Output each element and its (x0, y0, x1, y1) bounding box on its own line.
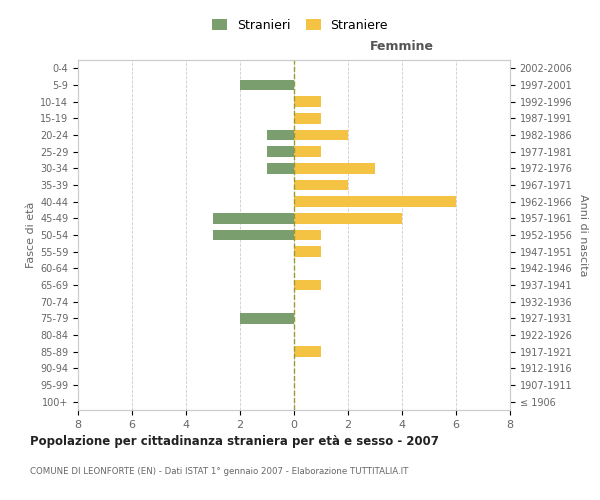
Bar (294, 280, 321, 290)
Bar (294, 346, 321, 357)
Y-axis label: Anni di nascita: Anni di nascita (578, 194, 588, 276)
Bar (294, 130, 348, 140)
Bar (213, 230, 294, 240)
Bar (213, 213, 294, 224)
Bar (294, 146, 321, 157)
Y-axis label: Fasce di età: Fasce di età (26, 202, 36, 268)
Bar (267, 163, 294, 174)
Text: Popolazione per cittadinanza straniera per età e sesso - 2007: Popolazione per cittadinanza straniera p… (30, 435, 439, 448)
Bar (294, 246, 321, 257)
Bar (294, 113, 321, 124)
Bar (294, 180, 348, 190)
Bar (267, 146, 294, 157)
Bar (294, 213, 402, 224)
Bar (240, 313, 294, 324)
Text: COMUNE DI LEONFORTE (EN) - Dati ISTAT 1° gennaio 2007 - Elaborazione TUTTITALIA.: COMUNE DI LEONFORTE (EN) - Dati ISTAT 1°… (30, 468, 409, 476)
Bar (294, 196, 456, 207)
Bar (240, 80, 294, 90)
Bar (294, 230, 321, 240)
Bar (267, 130, 294, 140)
Text: Femmine: Femmine (370, 40, 434, 53)
Bar (294, 96, 321, 107)
Bar (294, 163, 375, 174)
Legend: Stranieri, Straniere: Stranieri, Straniere (207, 14, 393, 37)
